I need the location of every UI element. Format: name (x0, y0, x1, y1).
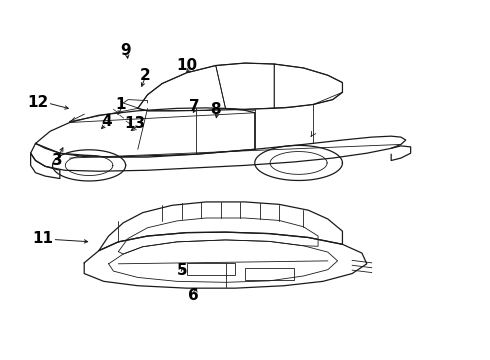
Text: 10: 10 (176, 58, 197, 73)
Text: 4: 4 (101, 114, 111, 129)
Bar (245, 268, 294, 280)
Text: 2: 2 (140, 68, 150, 83)
Text: 7: 7 (189, 99, 199, 114)
Text: 13: 13 (125, 117, 146, 131)
Text: 8: 8 (210, 102, 221, 117)
Text: 6: 6 (189, 288, 199, 303)
Text: 9: 9 (121, 44, 131, 58)
Text: 5: 5 (176, 263, 187, 278)
Bar (187, 263, 235, 275)
Text: 12: 12 (27, 95, 49, 109)
Text: 11: 11 (32, 231, 53, 246)
Text: 3: 3 (52, 153, 63, 168)
Text: 1: 1 (116, 97, 126, 112)
